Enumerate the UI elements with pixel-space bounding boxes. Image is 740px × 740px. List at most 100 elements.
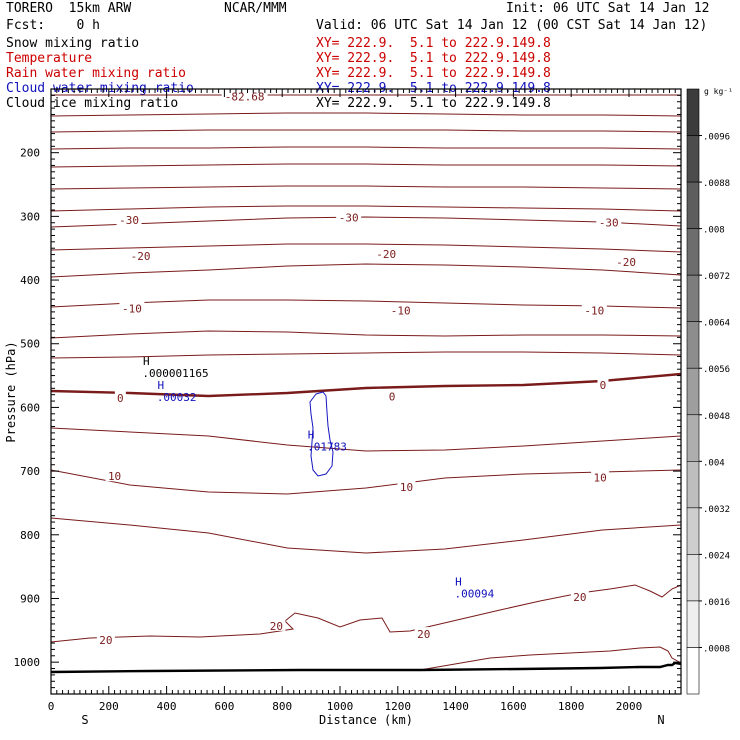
- x-tick-label: 1600: [500, 700, 527, 713]
- y-tick-label: 1000: [14, 656, 41, 669]
- temperature-label: -10: [122, 303, 142, 316]
- isotherm-line-15: [50, 427, 682, 452]
- temperature-label: 20: [573, 591, 586, 604]
- forecast-hour: Fcst: 0 h: [6, 18, 100, 33]
- temperature-label: -20: [376, 248, 396, 261]
- maximum-value: .00032: [157, 391, 197, 404]
- temperature-label-bg: [581, 303, 607, 316]
- center-label: NCAR/MMM: [224, 1, 287, 16]
- colorbar-bin: [686, 88, 700, 136]
- surface-line: [50, 661, 682, 674]
- y-tick-label: 600: [20, 401, 40, 414]
- x-tick-label: 1200: [385, 700, 412, 713]
- colorbar-bin: [686, 414, 700, 462]
- colorbar-bin: [686, 367, 700, 416]
- isotherm-line-9: [50, 243, 682, 253]
- special-contours: [50, 391, 682, 674]
- legend-snow-xy: XY= 222.9. 5.1 to 222.9.149.8: [316, 36, 551, 51]
- maximum-h-marker: H: [158, 379, 165, 392]
- temperature-label-bg: [105, 469, 124, 482]
- temperature-label-bg: [613, 255, 639, 268]
- temperature-label: -30: [119, 214, 139, 227]
- colorbar-label: .0024: [703, 551, 730, 561]
- colorbar-bin: [686, 274, 700, 322]
- colorbar-label: .0072: [703, 272, 730, 282]
- right-edge-label: N: [657, 713, 664, 727]
- temperature-label-bg: [336, 210, 362, 223]
- colorbar-label: .0056: [703, 365, 730, 375]
- temperature-label: -20: [131, 250, 151, 263]
- legend-rain-xy: XY= 222.9. 5.1 to 222.9.149.8: [316, 66, 551, 81]
- colorbar-label: .0016: [703, 598, 730, 608]
- colorbar-bin: [686, 321, 700, 369]
- temperature-label-bg: [119, 301, 145, 314]
- isotherm-line-4: [50, 146, 682, 150]
- temperature-label-bg: [596, 215, 622, 228]
- cloud-water-contour: [309, 391, 334, 477]
- temperature-label: 10: [400, 481, 413, 494]
- legend-cloud-ice-label: Cloud ice mixing ratio: [6, 96, 179, 111]
- temperature-contours: [50, 94, 682, 554]
- colorbar-label: .008: [703, 226, 725, 236]
- maximum-h-marker: H: [308, 429, 315, 442]
- isotherm-line-3: [50, 129, 682, 133]
- colorbar-label: .0096: [703, 133, 730, 143]
- legend-snow-label: Snow mixing ratio: [6, 36, 140, 51]
- temperature-label: -10: [391, 305, 411, 318]
- x-tick-label: 2000: [616, 700, 643, 713]
- chart-marks: -82.68 -30 -30 -30 -20 -20 -20 -10 -10 -10 0 0 0 10 10…: [96, 89, 639, 647]
- temperature-label: 0: [117, 392, 124, 405]
- colorbar-bin: [686, 507, 700, 555]
- temperature-label: 20: [270, 620, 283, 633]
- x-tick-label: 1800: [558, 700, 585, 713]
- legend-rain-label: Rain water mixing ratio: [6, 66, 187, 81]
- temperature-label: -10: [584, 305, 604, 318]
- temperature-label-bg: [373, 246, 399, 259]
- isotherm-line-5: [50, 163, 682, 168]
- colorbar-label: .0088: [703, 179, 730, 189]
- isotherm-line-2: [50, 112, 682, 117]
- valid-time: Valid: 06 UTC Sat 14 Jan 12 (00 CST Sat …: [316, 18, 708, 33]
- colorbar-bin: [686, 647, 700, 695]
- plot-frame: [50, 88, 682, 695]
- temperature-label-bg: [116, 213, 142, 226]
- temperature-label-bg: [597, 378, 609, 391]
- colorbar-label: .0048: [703, 412, 730, 422]
- y-tick-label: 500: [20, 338, 40, 351]
- y-tick-label: 200: [20, 147, 40, 160]
- isotherm-line-8: [50, 216, 682, 228]
- colorbar-unit: g kg⁻¹: [704, 87, 733, 96]
- temperature-label: 20: [417, 628, 430, 641]
- isotherm-line-14: [50, 372, 682, 398]
- maximum-value: .01783: [307, 441, 347, 454]
- x-tick-label: 1000: [327, 700, 354, 713]
- temperature-label: -30: [339, 212, 359, 225]
- temperature-label: 0: [600, 379, 607, 392]
- temperature-label: -20: [616, 256, 636, 269]
- temperature-label-bg: [591, 470, 610, 483]
- temperature-label-bg: [114, 390, 126, 403]
- colorbar-label: .0008: [703, 644, 730, 654]
- isotherm-line-10: [50, 263, 682, 278]
- isotherm-line-17: [50, 517, 682, 554]
- y-tick-label: 900: [20, 592, 40, 605]
- legend-temperature-xy: XY= 222.9. 5.1 to 222.9.149.8: [316, 51, 551, 66]
- isotherm-line-7: [50, 205, 682, 212]
- init-time: Init: 06 UTC Sat 14 Jan 12: [506, 1, 710, 16]
- x-tick-label: 1400: [442, 700, 469, 713]
- isotherm-line-13: [50, 351, 682, 359]
- isotherm-line-16: [50, 469, 682, 495]
- y-axis-label: Pressure (hPa): [4, 341, 18, 442]
- temperature-label: 0: [389, 391, 396, 404]
- left-edge-label: S: [81, 713, 88, 727]
- x-tick-label: 800: [272, 700, 292, 713]
- isotherm-20-line: [50, 584, 682, 643]
- y-tick-label: 700: [20, 465, 40, 478]
- colorbar: .0096 .0088 .008 .0072 .0064 .0056 .0048 .004 .0…: [686, 87, 733, 695]
- temperature-label: -30: [599, 217, 619, 230]
- x-tick-label: 400: [157, 700, 177, 713]
- colorbar-label: .0064: [703, 319, 730, 329]
- x-tick-label: 200: [99, 700, 119, 713]
